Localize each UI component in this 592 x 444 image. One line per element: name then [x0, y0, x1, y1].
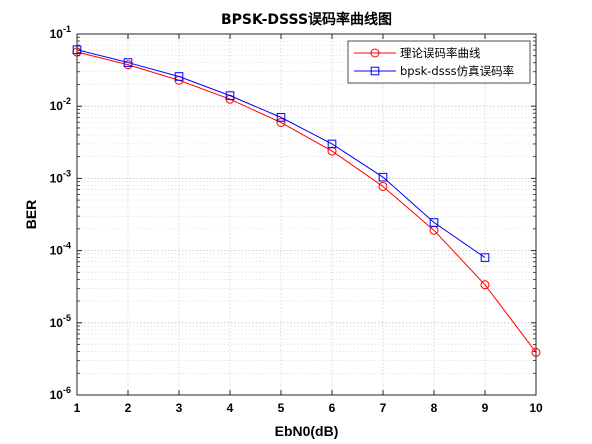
plot-area: [77, 34, 536, 395]
chart-title: BPSK-DSSS误码率曲线图: [221, 11, 392, 28]
legend-label: 理论误码率曲线: [400, 46, 481, 60]
legend: 理论误码率曲线 bpsk-dsss仿真误码率: [348, 41, 530, 83]
legend-label: bpsk-dsss仿真误码率: [400, 64, 514, 78]
x-tick-label: 7: [380, 401, 387, 415]
x-tick-label: 1: [74, 401, 81, 415]
x-tick-label: 10: [529, 401, 543, 415]
x-tick-label: 5: [278, 401, 285, 415]
x-tick-label: 2: [125, 401, 132, 415]
x-tick-label: 4: [227, 401, 234, 415]
y-axis-label: BER: [23, 200, 39, 230]
x-tick-label: 8: [431, 401, 438, 415]
x-tick-label: 3: [176, 401, 183, 415]
x-tick-label: 9: [482, 401, 489, 415]
x-axis-label: EbN0(dB): [275, 423, 339, 439]
x-tick-label: 6: [329, 401, 336, 415]
